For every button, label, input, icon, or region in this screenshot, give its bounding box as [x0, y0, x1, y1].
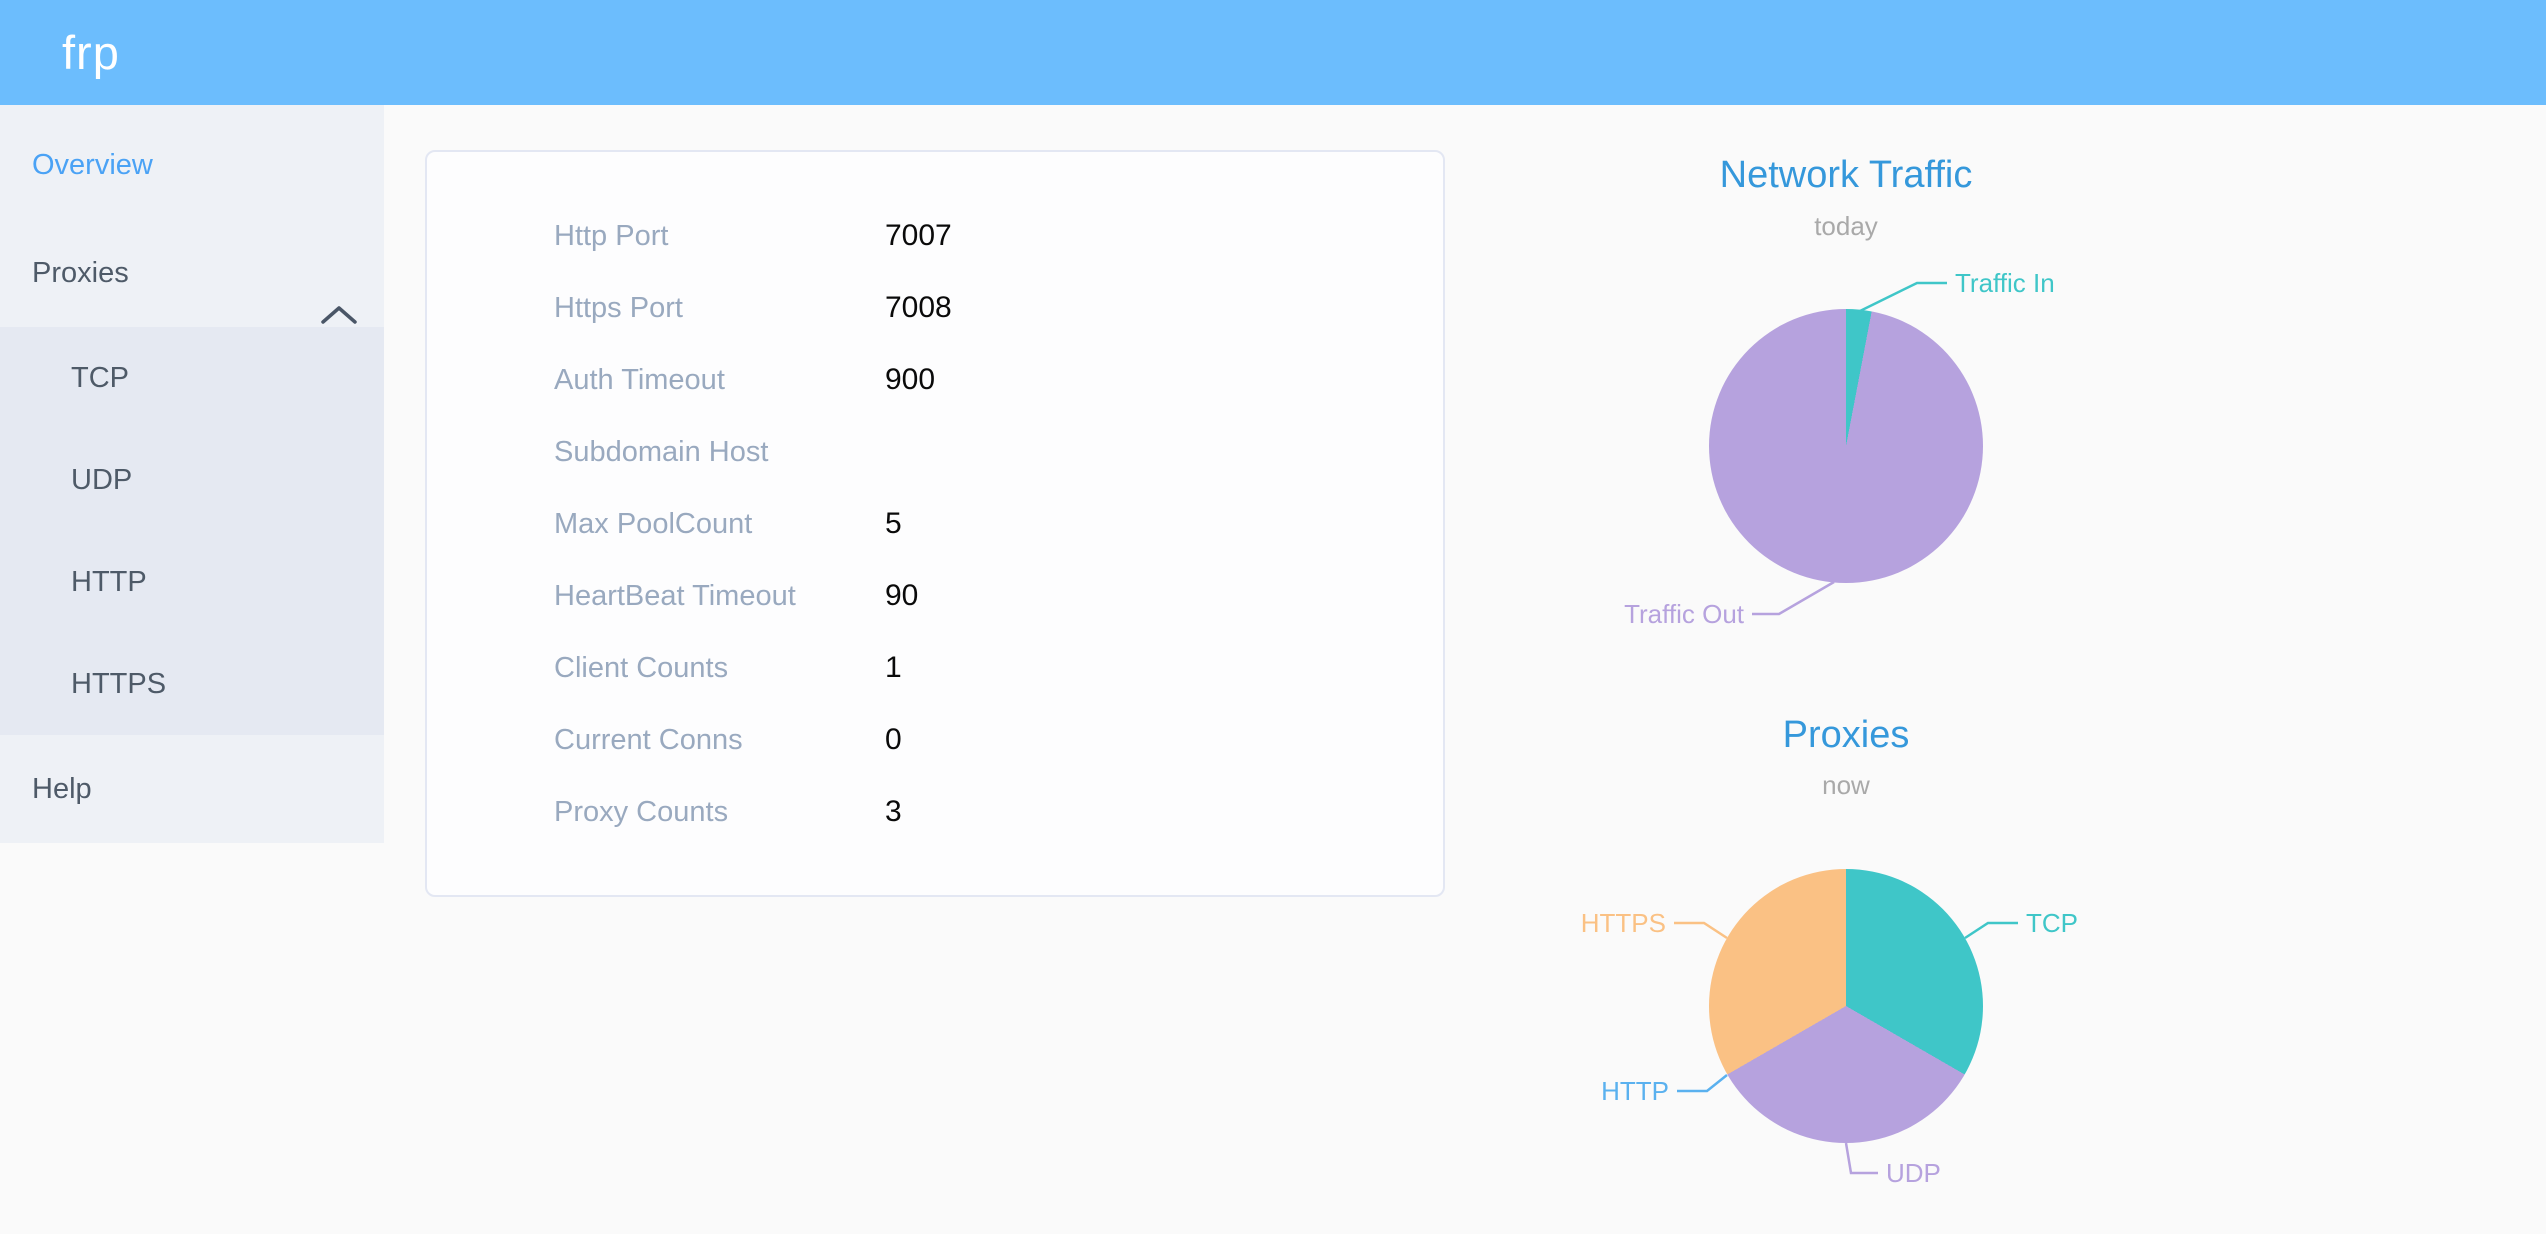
chevron-up-icon [320, 263, 358, 371]
info-row: Current Conns 0 [427, 704, 1443, 776]
server-info-card: Http Port 7007 Https Port 7008 Auth Timeou… [425, 150, 1445, 897]
sidebar-item-https[interactable]: HTTPS [71, 668, 167, 700]
info-value: 0 [885, 723, 902, 756]
https-label: HTTPS [1581, 908, 1666, 938]
network-traffic-subtitle: today [1814, 211, 1878, 241]
info-row: Auth Timeout 900 [427, 344, 1443, 416]
udp-label: UDP [1886, 1158, 1941, 1188]
http-leader-line [1677, 1074, 1728, 1093]
info-label: Proxy Counts [554, 795, 729, 828]
info-row: Http Port 7007 [427, 200, 1443, 272]
info-value: 3 [885, 795, 902, 828]
info-row: HeartBeat Timeout 90 [427, 560, 1443, 632]
sidebar-item-proxies-label: Proxies [32, 257, 129, 289]
info-label: Current Conns [554, 723, 743, 756]
traffic-out-leader-line [1752, 580, 1835, 616]
info-row: Max PoolCount 5 [427, 488, 1443, 560]
header-bar: frp [0, 0, 2546, 105]
info-value: 90 [885, 579, 919, 612]
https-leader-line [1674, 921, 1728, 940]
app-logo: frp [62, 26, 120, 79]
info-row: Subdomain Host [427, 416, 1443, 488]
sidebar-item-udp[interactable]: UDP [71, 464, 133, 496]
sidebar-item-help[interactable]: Help [32, 773, 92, 805]
sidebar-item-tcp[interactable]: TCP [71, 362, 129, 394]
info-label: Client Counts [554, 651, 729, 684]
info-label: Subdomain Host [554, 435, 769, 468]
tcp-label: TCP [2026, 908, 2078, 938]
info-value: 900 [885, 363, 936, 396]
info-row: Proxy Counts 3 [427, 776, 1443, 848]
info-row: Client Counts 1 [427, 632, 1443, 704]
info-row: Https Port 7008 [427, 272, 1443, 344]
info-value: 5 [885, 507, 902, 540]
info-label: HeartBeat Timeout [554, 579, 796, 612]
sidebar: Overview Proxies TCP UDP HTTP HTTPS Help [0, 105, 384, 843]
sidebar-item-http[interactable]: HTTP [71, 566, 147, 598]
network-traffic-pie-chart[interactable] [1709, 309, 1983, 583]
traffic-out-label: Traffic Out [1624, 599, 1745, 629]
info-value: 1 [885, 651, 902, 684]
proxies-pie-chart[interactable] [1709, 869, 1983, 1143]
tcp-leader-line [1964, 921, 2018, 940]
http-label: HTTP [1601, 1076, 1669, 1106]
network-traffic-title: Network Traffic [1719, 154, 1973, 196]
info-label: Https Port [554, 291, 683, 324]
udp-leader-line [1844, 1142, 1878, 1175]
info-label: Http Port [554, 219, 669, 252]
proxies-title: Proxies [1782, 714, 1910, 756]
info-value: 7007 [885, 219, 952, 252]
sidebar-item-proxies[interactable]: Proxies [0, 219, 384, 327]
proxies-submenu: TCP UDP HTTP HTTPS [0, 327, 384, 735]
traffic-in-leader-line [1857, 281, 1947, 314]
info-value: 7008 [885, 291, 952, 324]
info-label: Max PoolCount [554, 507, 753, 540]
traffic-in-label: Traffic In [1955, 268, 2055, 298]
proxies-subtitle: now [1822, 770, 1870, 800]
sidebar-item-overview[interactable]: Overview [32, 149, 153, 181]
info-label: Auth Timeout [554, 363, 725, 396]
